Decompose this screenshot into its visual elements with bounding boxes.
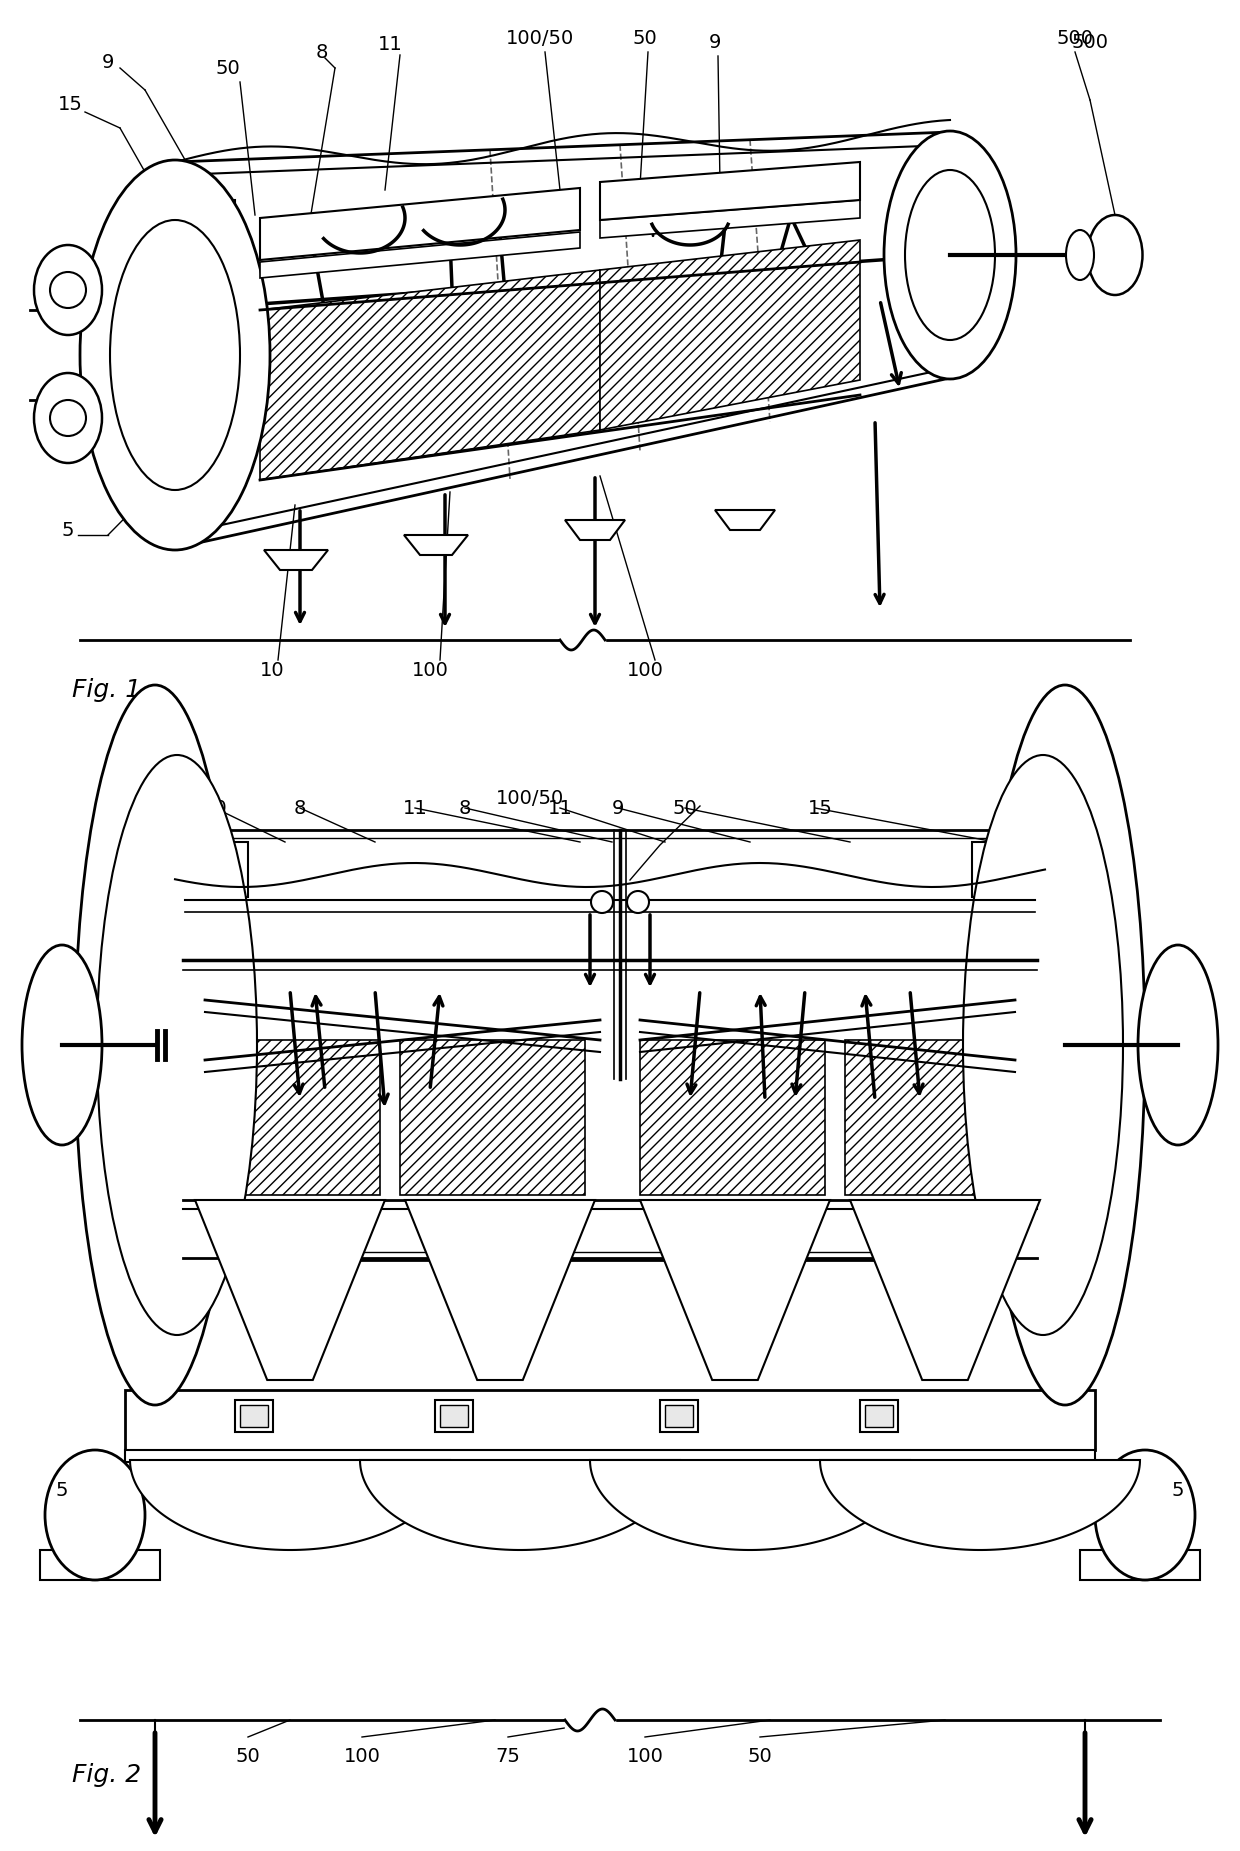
Text: Fig. 2: Fig. 2 bbox=[72, 1762, 141, 1786]
Circle shape bbox=[627, 890, 649, 913]
Polygon shape bbox=[565, 520, 625, 540]
Bar bbox=[1080, 1549, 1200, 1581]
Bar bbox=[175, 200, 236, 291]
Bar bbox=[236, 1399, 273, 1433]
Bar bbox=[440, 1405, 467, 1427]
Ellipse shape bbox=[97, 755, 257, 1335]
Text: 100: 100 bbox=[626, 661, 663, 679]
Polygon shape bbox=[404, 535, 467, 555]
Text: 8: 8 bbox=[294, 798, 306, 818]
Circle shape bbox=[50, 272, 86, 307]
Text: 100: 100 bbox=[343, 1747, 381, 1766]
Text: 8: 8 bbox=[316, 43, 329, 61]
Ellipse shape bbox=[45, 1449, 145, 1581]
Text: 75: 75 bbox=[496, 1747, 521, 1766]
Text: 9: 9 bbox=[102, 52, 114, 72]
Bar bbox=[155, 829, 1065, 1261]
Bar bbox=[184, 842, 248, 898]
Text: 100/50: 100/50 bbox=[506, 28, 574, 48]
Text: 11: 11 bbox=[378, 35, 402, 54]
Polygon shape bbox=[360, 1460, 680, 1549]
Text: 500: 500 bbox=[1071, 33, 1109, 52]
Text: 50: 50 bbox=[202, 798, 227, 818]
Text: 50: 50 bbox=[216, 59, 241, 78]
Bar bbox=[861, 1399, 898, 1433]
Ellipse shape bbox=[884, 131, 1016, 379]
Polygon shape bbox=[600, 241, 861, 429]
Text: 10: 10 bbox=[89, 1201, 114, 1220]
Ellipse shape bbox=[1095, 1449, 1195, 1581]
Ellipse shape bbox=[81, 159, 270, 550]
Ellipse shape bbox=[33, 374, 102, 463]
Bar bbox=[401, 1040, 585, 1196]
Polygon shape bbox=[590, 1460, 910, 1549]
Text: 15: 15 bbox=[57, 96, 82, 115]
Polygon shape bbox=[195, 1199, 384, 1381]
Ellipse shape bbox=[110, 220, 241, 491]
Polygon shape bbox=[260, 189, 580, 259]
Polygon shape bbox=[260, 270, 600, 479]
Ellipse shape bbox=[1087, 215, 1142, 294]
Bar bbox=[125, 1449, 1095, 1462]
Bar bbox=[665, 1405, 693, 1427]
Text: 50: 50 bbox=[632, 28, 657, 48]
Text: 8: 8 bbox=[149, 798, 161, 818]
Ellipse shape bbox=[1066, 230, 1094, 280]
Text: 8: 8 bbox=[459, 798, 471, 818]
Text: 11: 11 bbox=[403, 798, 428, 818]
Text: 500: 500 bbox=[1056, 28, 1094, 48]
Text: 50: 50 bbox=[748, 1747, 773, 1766]
Text: 5: 5 bbox=[56, 1481, 68, 1499]
Ellipse shape bbox=[1138, 946, 1218, 1146]
Ellipse shape bbox=[963, 755, 1123, 1335]
Bar bbox=[125, 1390, 1095, 1449]
Polygon shape bbox=[849, 1199, 1040, 1381]
Text: 100: 100 bbox=[412, 661, 449, 679]
Text: 11: 11 bbox=[548, 798, 573, 818]
Bar bbox=[195, 1040, 379, 1196]
Polygon shape bbox=[640, 1199, 830, 1381]
Bar bbox=[241, 1405, 268, 1427]
Bar bbox=[660, 1399, 698, 1433]
Text: 100/50: 100/50 bbox=[496, 789, 564, 807]
Bar bbox=[640, 1040, 825, 1196]
Ellipse shape bbox=[74, 685, 236, 1405]
Text: 50: 50 bbox=[236, 1747, 260, 1766]
Polygon shape bbox=[405, 1199, 595, 1381]
Text: 100: 100 bbox=[626, 1747, 663, 1766]
Ellipse shape bbox=[33, 244, 102, 335]
Text: 15: 15 bbox=[807, 798, 832, 818]
Circle shape bbox=[591, 890, 613, 913]
Bar bbox=[844, 1040, 1030, 1196]
Polygon shape bbox=[260, 231, 580, 278]
Polygon shape bbox=[130, 1460, 450, 1549]
Ellipse shape bbox=[985, 685, 1145, 1405]
Polygon shape bbox=[600, 200, 861, 239]
Circle shape bbox=[50, 400, 86, 437]
Bar bbox=[435, 1399, 472, 1433]
Text: 5: 5 bbox=[62, 520, 74, 539]
Polygon shape bbox=[820, 1460, 1140, 1549]
Text: Fig. 1: Fig. 1 bbox=[72, 677, 141, 702]
Text: 10: 10 bbox=[259, 661, 284, 679]
Text: 65: 65 bbox=[56, 411, 81, 429]
Ellipse shape bbox=[22, 946, 102, 1146]
Bar bbox=[40, 1549, 160, 1581]
Text: 50: 50 bbox=[672, 798, 697, 818]
Text: 9: 9 bbox=[709, 33, 722, 52]
Text: 5: 5 bbox=[1172, 1481, 1184, 1499]
Polygon shape bbox=[715, 511, 775, 529]
Bar bbox=[972, 842, 1037, 898]
Bar bbox=[162, 839, 1056, 1251]
Bar bbox=[866, 1405, 893, 1427]
Polygon shape bbox=[600, 163, 861, 220]
Ellipse shape bbox=[905, 170, 994, 341]
Polygon shape bbox=[264, 550, 329, 570]
Text: 9: 9 bbox=[611, 798, 624, 818]
